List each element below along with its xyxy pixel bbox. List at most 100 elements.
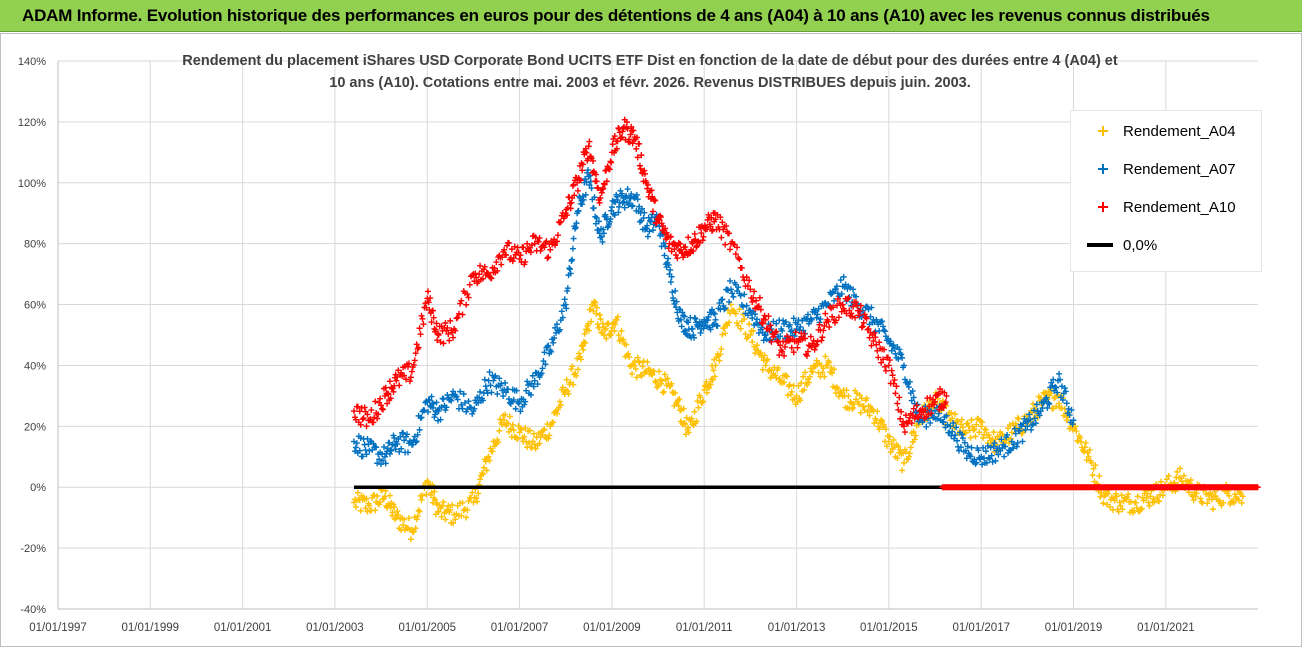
data-point-fill	[395, 511, 402, 518]
data-point-fill	[736, 256, 743, 263]
data-point-fill	[1138, 505, 1145, 512]
data-point-fill	[474, 498, 481, 505]
data-point-fill	[881, 421, 888, 428]
data-point-fill	[548, 348, 555, 355]
data-point-fill	[788, 344, 795, 351]
data-point-fill	[840, 273, 847, 280]
data-point-fill	[765, 313, 772, 320]
data-point-fill	[1045, 399, 1052, 406]
data-point-fill	[697, 329, 704, 336]
data-point-fill	[661, 371, 668, 378]
data-point-fill	[661, 252, 668, 259]
data-point-fill	[444, 324, 451, 331]
data-point-fill	[633, 374, 640, 381]
data-point-fill	[889, 372, 896, 379]
data-point-fill	[946, 429, 953, 436]
data-point-fill	[460, 391, 467, 398]
data-point-fill	[1011, 425, 1018, 432]
data-point-fill	[377, 499, 384, 506]
data-point-fill	[554, 232, 561, 239]
data-point-fill	[913, 402, 920, 409]
data-point-fill	[616, 129, 623, 136]
data-point-fill	[486, 457, 493, 464]
data-point-fill	[704, 226, 711, 233]
data-point-fill	[372, 507, 379, 514]
data-point-fill	[433, 320, 440, 327]
data-point-fill	[759, 320, 766, 327]
data-point-fill	[999, 431, 1006, 438]
data-point-fill	[576, 350, 583, 357]
data-point-fill	[637, 371, 644, 378]
data-point-fill	[727, 246, 734, 253]
data-point-fill	[940, 404, 947, 411]
data-point-fill	[959, 424, 966, 431]
data-point-fill	[550, 339, 557, 346]
data-point-fill	[478, 470, 485, 477]
data-point-fill	[361, 404, 368, 411]
data-point-fill	[532, 445, 539, 452]
data-point-fill	[909, 388, 916, 395]
data-point-fill	[722, 305, 729, 312]
data-point-fill	[521, 401, 528, 408]
data-point-fill	[1066, 412, 1073, 419]
data-point-fill	[693, 243, 700, 250]
data-point	[381, 493, 388, 500]
data-point-fill	[692, 315, 699, 322]
data-point-fill	[737, 292, 744, 299]
data-point-fill	[998, 436, 1005, 443]
data-point-fill	[570, 235, 577, 242]
data-point-fill	[703, 378, 710, 385]
data-point-fill	[633, 145, 640, 152]
data-point-fill	[595, 218, 602, 225]
data-point-fill	[732, 251, 739, 258]
data-point-fill	[657, 214, 664, 221]
data-point-fill	[863, 315, 870, 322]
data-point-fill	[1005, 425, 1012, 432]
data-point-fill	[624, 125, 631, 132]
data-point-fill	[414, 513, 421, 520]
data-point-fill	[453, 315, 460, 322]
data-point-fill	[622, 194, 629, 201]
data-point-fill	[901, 376, 908, 383]
data-point-fill	[517, 408, 524, 415]
data-point-fill	[667, 266, 674, 273]
data-point-fill	[505, 240, 512, 247]
data-point-fill	[950, 420, 957, 427]
data-point-fill	[566, 265, 573, 272]
data-point-fill	[588, 185, 595, 192]
data-point-fill	[1081, 444, 1088, 451]
data-point-fill	[757, 306, 764, 313]
data-point-fill	[910, 428, 917, 435]
data-point	[608, 204, 615, 211]
y-tick-label: -20%	[20, 543, 46, 555]
data-point-fill	[546, 432, 553, 439]
data-point-fill	[995, 451, 1002, 458]
data-point-fill	[582, 176, 589, 183]
data-point-fill	[586, 138, 593, 145]
data-point-fill	[447, 317, 454, 324]
data-point-fill	[987, 444, 994, 451]
data-point-fill	[503, 252, 510, 259]
data-point-fill	[1053, 384, 1060, 391]
data-point-fill	[590, 157, 597, 164]
data-point-fill	[954, 437, 961, 444]
data-point-fill	[730, 293, 737, 300]
x-tick-label: 01/01/2015	[860, 622, 918, 634]
data-point-fill	[984, 443, 991, 450]
data-point-fill	[406, 378, 413, 385]
data-point-fill	[376, 456, 383, 463]
data-point-fill	[449, 329, 456, 336]
data-point-fill	[943, 412, 950, 419]
data-point-fill	[354, 489, 361, 496]
data-point-fill	[880, 323, 887, 330]
data-point-fill	[625, 350, 632, 357]
legend-label: Rendement_A10	[1123, 198, 1236, 216]
data-point-fill	[600, 230, 607, 237]
data-point-fill	[641, 167, 648, 174]
y-tick-label: 0%	[30, 482, 46, 494]
data-point-fill	[463, 301, 470, 308]
data-point-fill	[698, 230, 705, 237]
data-point-fill	[421, 407, 428, 414]
data-point-fill	[412, 439, 419, 446]
data-point-fill	[629, 140, 636, 147]
